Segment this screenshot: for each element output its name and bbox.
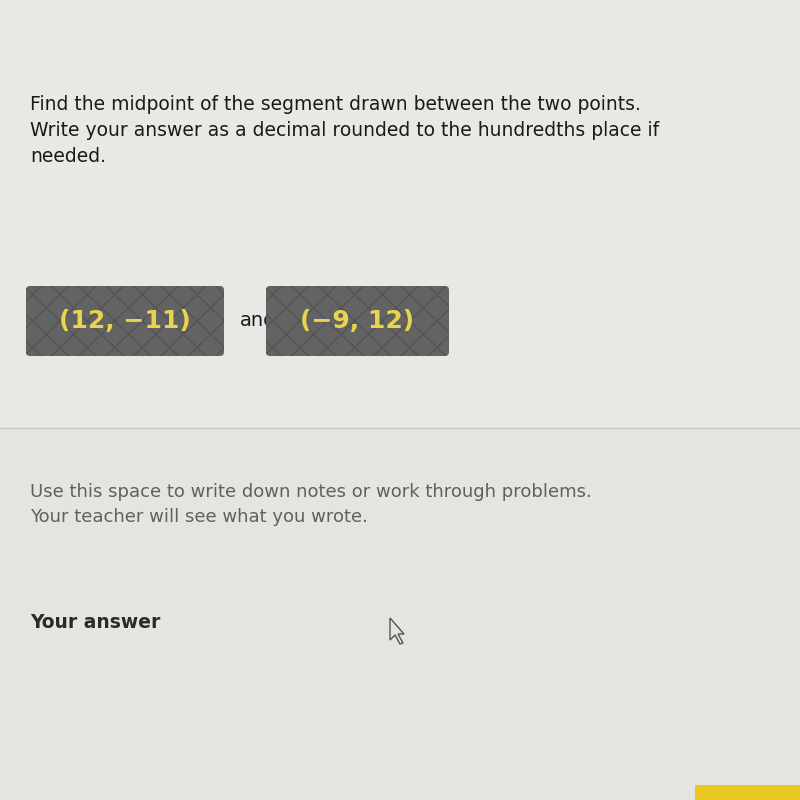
FancyBboxPatch shape bbox=[266, 286, 449, 356]
FancyBboxPatch shape bbox=[26, 286, 224, 356]
Text: Use this space to write down notes or work through problems.: Use this space to write down notes or wo… bbox=[30, 483, 592, 501]
Bar bbox=[695, 785, 800, 800]
Text: needed.: needed. bbox=[30, 147, 106, 166]
Text: Write your answer as a decimal rounded to the hundredths place if: Write your answer as a decimal rounded t… bbox=[30, 121, 659, 140]
Text: Your answer: Your answer bbox=[30, 613, 160, 632]
Text: Find the midpoint of the segment drawn between the two points.: Find the midpoint of the segment drawn b… bbox=[30, 95, 641, 114]
Text: (−9, 12): (−9, 12) bbox=[301, 309, 414, 333]
Bar bbox=[0, 428, 800, 800]
Text: and: and bbox=[240, 311, 277, 330]
Text: (12, −11): (12, −11) bbox=[59, 309, 191, 333]
Bar bbox=[0, 0, 800, 428]
Text: Your teacher will see what you wrote.: Your teacher will see what you wrote. bbox=[30, 508, 368, 526]
